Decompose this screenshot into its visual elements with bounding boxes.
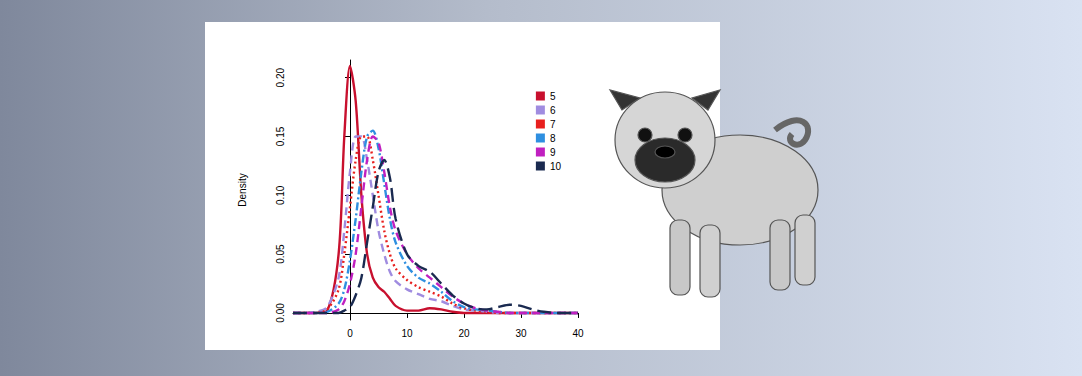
svg-text:40: 40 (572, 328, 584, 339)
svg-text:6: 6 (550, 105, 556, 116)
svg-text:0: 0 (347, 328, 353, 339)
svg-text:0.00: 0.00 (275, 303, 286, 323)
svg-text:0.05: 0.05 (275, 244, 286, 264)
svg-text:5: 5 (550, 91, 556, 102)
svg-text:10: 10 (550, 161, 562, 172)
svg-text:0.15: 0.15 (275, 126, 286, 146)
svg-text:7: 7 (550, 119, 556, 130)
svg-text:10: 10 (401, 328, 413, 339)
svg-text:20: 20 (458, 328, 470, 339)
svg-text:30: 30 (515, 328, 527, 339)
svg-text:Density: Density (237, 173, 248, 206)
svg-text:9: 9 (550, 147, 556, 158)
svg-text:0.20: 0.20 (275, 67, 286, 87)
svg-text:8: 8 (550, 133, 556, 144)
svg-text:0.10: 0.10 (275, 185, 286, 205)
